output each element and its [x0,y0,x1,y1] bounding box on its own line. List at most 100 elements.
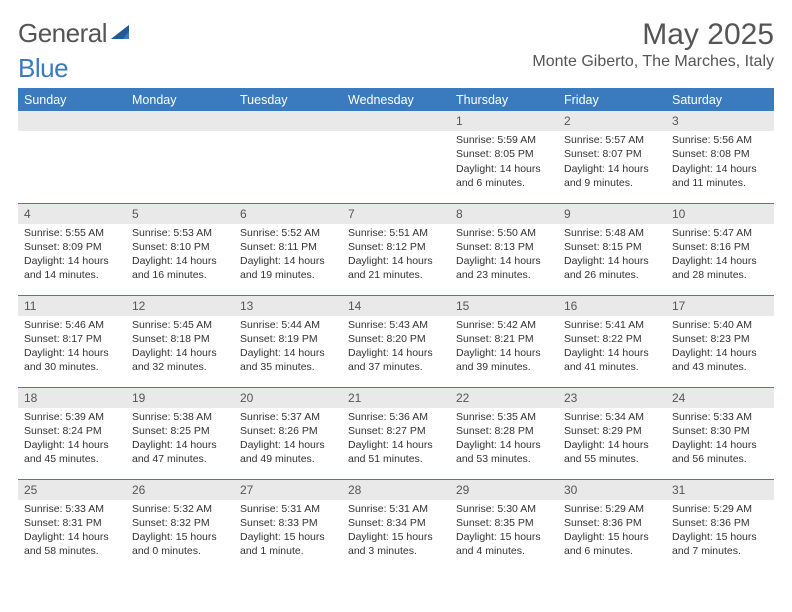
weekday-header: Sunday [18,89,126,111]
logo-text-part2: Blue [18,53,68,84]
day-body: Sunrise: 5:43 AMSunset: 8:20 PMDaylight:… [342,316,450,379]
daylight-text: Daylight: 14 hours and 51 minutes. [348,438,444,466]
calendar-day-cell: 26Sunrise: 5:32 AMSunset: 8:32 PMDayligh… [126,479,234,571]
daylight-text: Daylight: 14 hours and 47 minutes. [132,438,228,466]
calendar-day-cell: 5Sunrise: 5:53 AMSunset: 8:10 PMDaylight… [126,203,234,295]
day-number: 25 [18,480,126,500]
sunset-text: Sunset: 8:20 PM [348,332,444,346]
calendar-thead: SundayMondayTuesdayWednesdayThursdayFrid… [18,89,774,111]
day-body: Sunrise: 5:51 AMSunset: 8:12 PMDaylight:… [342,224,450,287]
day-number: 28 [342,480,450,500]
daylight-text: Daylight: 14 hours and 11 minutes. [672,162,768,190]
daylight-text: Daylight: 15 hours and 1 minute. [240,530,336,558]
sunset-text: Sunset: 8:11 PM [240,240,336,254]
weekday-header-row: SundayMondayTuesdayWednesdayThursdayFrid… [18,89,774,111]
day-body: Sunrise: 5:35 AMSunset: 8:28 PMDaylight:… [450,408,558,471]
sunset-text: Sunset: 8:15 PM [564,240,660,254]
day-number: 23 [558,388,666,408]
day-body: Sunrise: 5:45 AMSunset: 8:18 PMDaylight:… [126,316,234,379]
calendar-day-cell: 12Sunrise: 5:45 AMSunset: 8:18 PMDayligh… [126,295,234,387]
calendar-day-cell: 27Sunrise: 5:31 AMSunset: 8:33 PMDayligh… [234,479,342,571]
sunset-text: Sunset: 8:07 PM [564,147,660,161]
calendar-day-cell: 21Sunrise: 5:36 AMSunset: 8:27 PMDayligh… [342,387,450,479]
day-body: Sunrise: 5:46 AMSunset: 8:17 PMDaylight:… [18,316,126,379]
daylight-text: Daylight: 14 hours and 19 minutes. [240,254,336,282]
calendar-day-cell: 24Sunrise: 5:33 AMSunset: 8:30 PMDayligh… [666,387,774,479]
daylight-text: Daylight: 15 hours and 7 minutes. [672,530,768,558]
sunrise-text: Sunrise: 5:39 AM [24,410,120,424]
calendar-day-cell: 17Sunrise: 5:40 AMSunset: 8:23 PMDayligh… [666,295,774,387]
day-number [18,111,126,131]
day-body: Sunrise: 5:56 AMSunset: 8:08 PMDaylight:… [666,131,774,194]
sunrise-text: Sunrise: 5:35 AM [456,410,552,424]
day-number: 19 [126,388,234,408]
calendar-day-cell: 22Sunrise: 5:35 AMSunset: 8:28 PMDayligh… [450,387,558,479]
day-number: 31 [666,480,774,500]
weekday-header: Wednesday [342,89,450,111]
day-body: Sunrise: 5:38 AMSunset: 8:25 PMDaylight:… [126,408,234,471]
day-body: Sunrise: 5:33 AMSunset: 8:30 PMDaylight:… [666,408,774,471]
daylight-text: Daylight: 14 hours and 37 minutes. [348,346,444,374]
day-body: Sunrise: 5:55 AMSunset: 8:09 PMDaylight:… [18,224,126,287]
day-number: 16 [558,296,666,316]
sunset-text: Sunset: 8:22 PM [564,332,660,346]
calendar-day-cell: 10Sunrise: 5:47 AMSunset: 8:16 PMDayligh… [666,203,774,295]
sunrise-text: Sunrise: 5:30 AM [456,502,552,516]
calendar-week-row: 11Sunrise: 5:46 AMSunset: 8:17 PMDayligh… [18,295,774,387]
day-body: Sunrise: 5:31 AMSunset: 8:34 PMDaylight:… [342,500,450,563]
calendar-week-row: 4Sunrise: 5:55 AMSunset: 8:09 PMDaylight… [18,203,774,295]
day-number [234,111,342,131]
daylight-text: Daylight: 14 hours and 35 minutes. [240,346,336,374]
daylight-text: Daylight: 14 hours and 14 minutes. [24,254,120,282]
calendar-day-cell: 9Sunrise: 5:48 AMSunset: 8:15 PMDaylight… [558,203,666,295]
day-body: Sunrise: 5:40 AMSunset: 8:23 PMDaylight:… [666,316,774,379]
calendar-tbody: 1Sunrise: 5:59 AMSunset: 8:05 PMDaylight… [18,111,774,571]
sunset-text: Sunset: 8:16 PM [672,240,768,254]
day-number: 24 [666,388,774,408]
calendar-day-cell: 23Sunrise: 5:34 AMSunset: 8:29 PMDayligh… [558,387,666,479]
day-number [342,111,450,131]
day-number: 6 [234,204,342,224]
calendar-day-cell: 8Sunrise: 5:50 AMSunset: 8:13 PMDaylight… [450,203,558,295]
sunset-text: Sunset: 8:24 PM [24,424,120,438]
day-number: 26 [126,480,234,500]
daylight-text: Daylight: 15 hours and 0 minutes. [132,530,228,558]
calendar-day-cell: 7Sunrise: 5:51 AMSunset: 8:12 PMDaylight… [342,203,450,295]
sunset-text: Sunset: 8:31 PM [24,516,120,530]
calendar-day-cell: 13Sunrise: 5:44 AMSunset: 8:19 PMDayligh… [234,295,342,387]
sunset-text: Sunset: 8:19 PM [240,332,336,346]
daylight-text: Daylight: 14 hours and 41 minutes. [564,346,660,374]
sunset-text: Sunset: 8:27 PM [348,424,444,438]
day-body: Sunrise: 5:53 AMSunset: 8:10 PMDaylight:… [126,224,234,287]
sunrise-text: Sunrise: 5:31 AM [348,502,444,516]
calendar-day-cell: 16Sunrise: 5:41 AMSunset: 8:22 PMDayligh… [558,295,666,387]
daylight-text: Daylight: 14 hours and 23 minutes. [456,254,552,282]
day-number: 12 [126,296,234,316]
sunset-text: Sunset: 8:21 PM [456,332,552,346]
day-number: 22 [450,388,558,408]
sunrise-text: Sunrise: 5:56 AM [672,133,768,147]
sunset-text: Sunset: 8:36 PM [672,516,768,530]
sunrise-text: Sunrise: 5:31 AM [240,502,336,516]
daylight-text: Daylight: 14 hours and 43 minutes. [672,346,768,374]
weekday-header: Saturday [666,89,774,111]
sunrise-text: Sunrise: 5:42 AM [456,318,552,332]
day-number: 14 [342,296,450,316]
day-number: 15 [450,296,558,316]
sunrise-text: Sunrise: 5:32 AM [132,502,228,516]
sunrise-text: Sunrise: 5:37 AM [240,410,336,424]
day-body: Sunrise: 5:42 AMSunset: 8:21 PMDaylight:… [450,316,558,379]
sunrise-text: Sunrise: 5:59 AM [456,133,552,147]
day-body [342,131,450,137]
sunrise-text: Sunrise: 5:52 AM [240,226,336,240]
daylight-text: Daylight: 14 hours and 26 minutes. [564,254,660,282]
sunrise-text: Sunrise: 5:50 AM [456,226,552,240]
brand-logo: General [18,18,131,49]
day-number: 10 [666,204,774,224]
calendar-day-cell [18,111,126,203]
sunrise-text: Sunrise: 5:36 AM [348,410,444,424]
day-body: Sunrise: 5:29 AMSunset: 8:36 PMDaylight:… [666,500,774,563]
sunset-text: Sunset: 8:34 PM [348,516,444,530]
calendar-day-cell [342,111,450,203]
day-number: 27 [234,480,342,500]
